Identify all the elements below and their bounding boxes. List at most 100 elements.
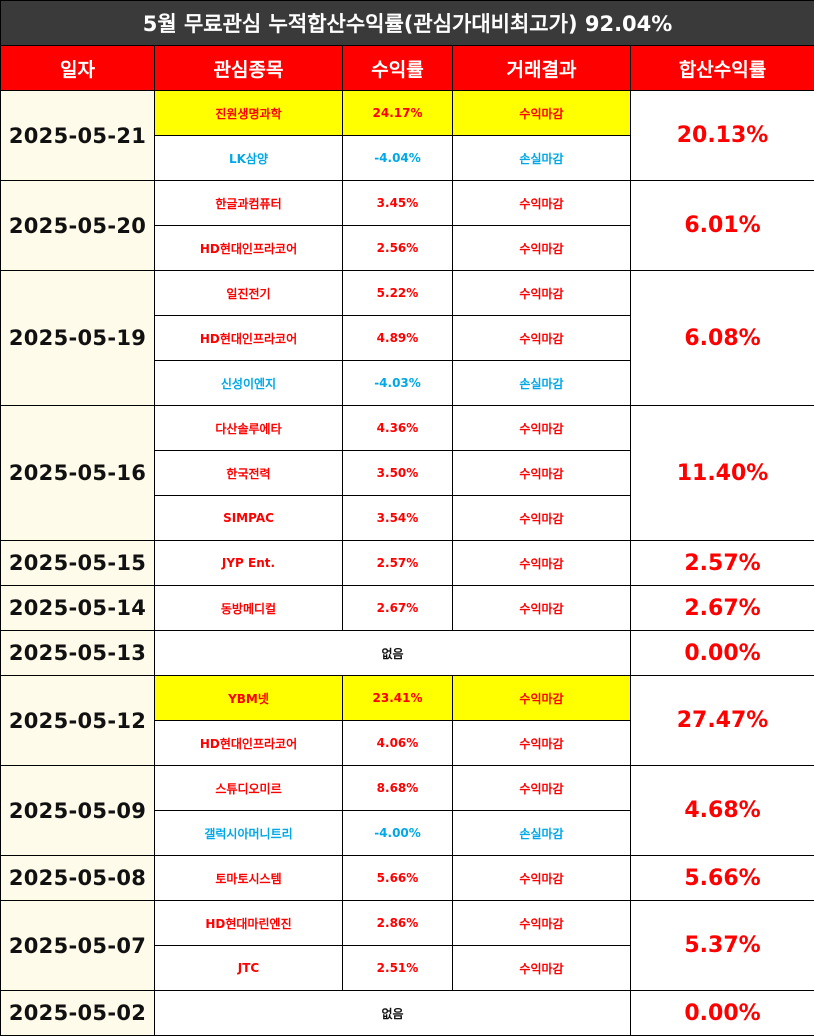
return-cell: 3.50% — [342, 450, 453, 496]
result-cell: 수익마감 — [452, 225, 631, 271]
result-cell: 수익마감 — [452, 495, 631, 541]
return-cell: -4.00% — [342, 810, 453, 856]
stock-name-cell: JTC — [154, 945, 343, 991]
date-cell: 2025-05-21 — [0, 90, 155, 181]
result-cell: 손실마감 — [452, 360, 631, 406]
table-row: 2025-05-19 일진전기 5.22% 수익마감 6.08% — [0, 270, 814, 406]
total-return-cell: 0.00% — [629, 630, 814, 676]
result-cell: 수익마감 — [452, 540, 631, 586]
total-return-cell: 5.37% — [629, 900, 814, 991]
stock-name-cell: 갤럭시아머니트리 — [154, 810, 343, 856]
stock-name-cell: SIMPAC — [154, 495, 343, 541]
date-cell: 2025-05-09 — [0, 765, 155, 856]
total-return-cell: 2.67% — [629, 585, 814, 631]
return-cell: 24.17% — [342, 90, 453, 136]
result-cell: 수익마감 — [452, 900, 631, 946]
table-row: JTC 2.51% 수익마감 — [1, 945, 814, 991]
total-return-cell: 2.57% — [629, 540, 814, 586]
return-cell: 4.36% — [342, 405, 453, 451]
date-cell: 2025-05-14 — [0, 585, 155, 631]
table-row: SIMPAC 3.54% 수익마감 — [1, 495, 814, 541]
table-row: 2025-05-13 없음 0.00% — [0, 630, 814, 676]
result-cell: 수익마감 — [452, 180, 631, 226]
result-cell: 수익마감 — [452, 405, 631, 451]
header-stock: 관심종목 — [154, 45, 343, 91]
return-cell: 2.57% — [342, 540, 453, 586]
result-cell: 수익마감 — [452, 765, 631, 811]
date-cell: 2025-05-07 — [0, 900, 155, 991]
header-row: 일자 관심종목 수익률 거래결과 합산수익률 — [0, 45, 814, 91]
stock-name-cell: 토마토시스템 — [154, 855, 343, 901]
stock-name-cell: HD현대인프라코어 — [154, 225, 343, 271]
return-cell: 2.51% — [342, 945, 453, 991]
return-cell: 3.54% — [342, 495, 453, 541]
no-picks-cell: 없음 — [154, 990, 631, 1036]
result-cell: 손실마감 — [452, 810, 631, 856]
table-row: HD현대인프라코어 2.56% 수익마감 — [1, 225, 814, 271]
stock-name-cell: 다산솔루에타 — [154, 405, 343, 451]
table-row: 2025-05-15 JYP Ent. 2.57% 수익마감 2.57% — [0, 540, 814, 586]
table-row: 2025-05-09 스튜디오미르 8.68% 수익마감 4.68% — [0, 765, 814, 856]
result-cell: 수익마감 — [452, 720, 631, 766]
return-cell: -4.04% — [342, 135, 453, 181]
total-return-cell: 5.66% — [629, 855, 814, 901]
result-cell: 수익마감 — [452, 90, 631, 136]
header-result: 거래결과 — [452, 45, 631, 91]
table-row: 2025-05-08 토마토시스템 5.66% 수익마감 5.66% — [0, 855, 814, 901]
date-cell: 2025-05-20 — [0, 180, 155, 271]
table-row: 2025-05-16 다산솔루에타 4.36% 수익마감 11.40% — [0, 405, 814, 541]
date-cell: 2025-05-12 — [0, 675, 155, 766]
no-picks-cell: 없음 — [154, 630, 631, 676]
stock-name-cell: HD현대인프라코어 — [154, 720, 343, 766]
result-cell: 수익마감 — [452, 585, 631, 631]
stock-name-cell: YBM넷 — [154, 675, 343, 721]
total-return-cell: 20.13% — [629, 90, 814, 181]
date-cell: 2025-05-19 — [0, 270, 155, 406]
date-cell: 2025-05-08 — [0, 855, 155, 901]
table-row: 2025-05-20 한글과컴퓨터 3.45% 수익마감 6.01% — [0, 180, 814, 271]
table-row: 2025-05-12 YBM넷 23.41% 수익마감 27.47% — [0, 675, 814, 766]
return-cell: 4.06% — [342, 720, 453, 766]
table-row: HD현대인프라코어 4.06% 수익마감 — [1, 720, 814, 766]
stock-name-cell: 신성이엔지 — [154, 360, 343, 406]
table-row: 2025-05-07 HD현대마린엔진 2.86% 수익마감 5.37% — [0, 900, 814, 991]
total-return-cell: 27.47% — [629, 675, 814, 766]
title-row: 5월 무료관심 누적합산수익률(관심가대비최고가) 92.04% — [0, 0, 814, 46]
date-cell: 2025-05-02 — [0, 990, 155, 1036]
stock-name-cell: 동방메디컬 — [154, 585, 343, 631]
return-cell: 3.45% — [342, 180, 453, 226]
stock-name-cell: JYP Ent. — [154, 540, 343, 586]
table-row: 2025-05-14 동방메디컬 2.67% 수익마감 2.67% — [0, 585, 814, 631]
result-cell: 수익마감 — [452, 450, 631, 496]
stock-name-cell: 한국전력 — [154, 450, 343, 496]
table-row: 한국전력 3.50% 수익마감 — [1, 450, 814, 496]
total-return-cell: 6.01% — [629, 180, 814, 271]
result-cell: 손실마감 — [452, 135, 631, 181]
return-cell: 4.89% — [342, 315, 453, 361]
page-title: 5월 무료관심 누적합산수익률(관심가대비최고가) 92.04% — [0, 0, 814, 46]
table-row: 갤럭시아머니트리 -4.00% 손실마감 — [1, 810, 814, 856]
header-date: 일자 — [0, 45, 155, 91]
date-cell: 2025-05-16 — [0, 405, 155, 541]
return-cell: 2.67% — [342, 585, 453, 631]
date-cell: 2025-05-13 — [0, 630, 155, 676]
return-cell: 5.22% — [342, 270, 453, 316]
stock-name-cell: 한글과컴퓨터 — [154, 180, 343, 226]
return-cell: -4.03% — [342, 360, 453, 406]
table-row: 신성이엔지 -4.03% 손실마감 — [1, 360, 814, 406]
return-cell: 5.66% — [342, 855, 453, 901]
date-cell: 2025-05-15 — [0, 540, 155, 586]
table-row: 2025-05-02 없음 0.00% — [0, 990, 814, 1036]
stock-name-cell: HD현대인프라코어 — [154, 315, 343, 361]
table-body: 2025-05-21 진원생명과학 24.17% 수익마감 20.13% LK삼양 -4.0… — [0, 90, 814, 1036]
return-cell: 23.41% — [342, 675, 453, 721]
total-return-cell: 6.08% — [629, 270, 814, 406]
stock-name-cell: 진원생명과학 — [154, 90, 343, 136]
result-cell: 수익마감 — [452, 270, 631, 316]
total-return-cell: 11.40% — [629, 405, 814, 541]
return-cell: 2.56% — [342, 225, 453, 271]
header-total: 합산수익률 — [629, 45, 814, 91]
total-return-cell: 4.68% — [629, 765, 814, 856]
stock-name-cell: LK삼양 — [154, 135, 343, 181]
result-cell: 수익마감 — [452, 315, 631, 361]
